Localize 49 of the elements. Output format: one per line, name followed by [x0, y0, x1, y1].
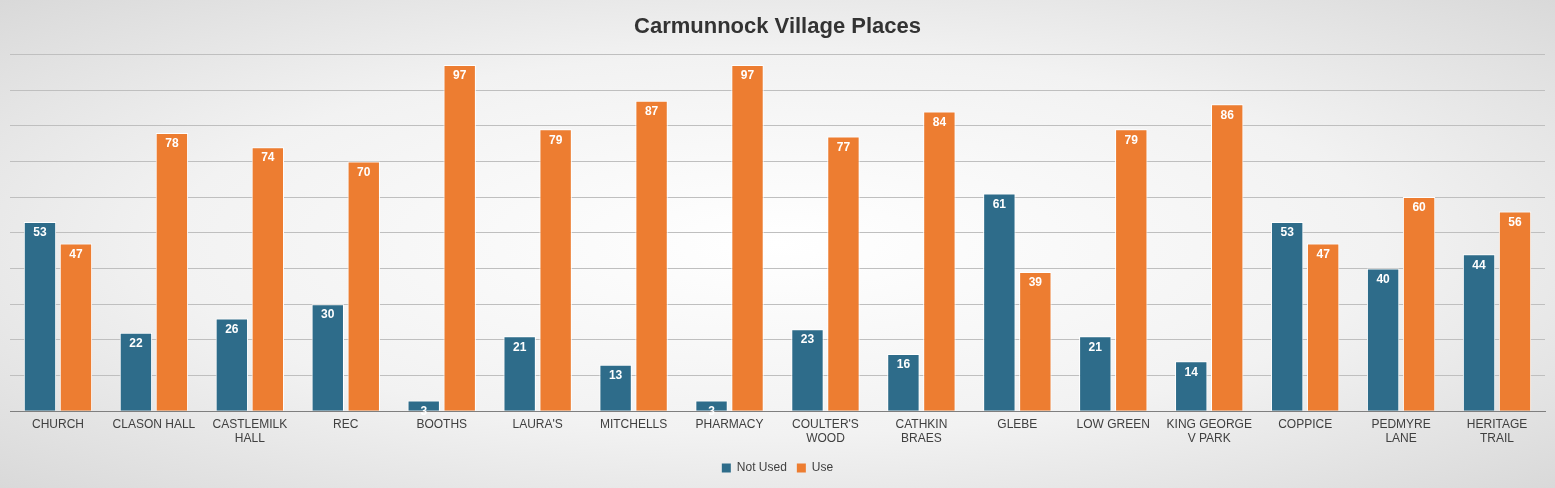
data-label: 79 [1124, 132, 1139, 147]
x-tick-label: COPPICE [1278, 416, 1333, 431]
data-label: 23 [800, 332, 815, 347]
data-label: 47 [1316, 246, 1331, 261]
data-label: 44 [1472, 257, 1487, 272]
legend-label: Use [811, 460, 834, 475]
data-label: 53 [1280, 225, 1295, 240]
x-tick-label: CASTLEMILK HALL [212, 416, 288, 446]
x-tick-label: CLASON HALL [112, 416, 196, 431]
x-tick-label: HERITAGE TRAIL [1466, 416, 1528, 446]
data-label: 22 [129, 336, 143, 351]
data-label: 40 [1376, 271, 1391, 286]
data-label: 61 [992, 196, 1007, 211]
data-label: 78 [165, 136, 179, 151]
legend-label: Not Used [736, 460, 787, 475]
data-label: 16 [896, 357, 911, 372]
x-tick-label: GLEBE [997, 416, 1038, 431]
x-tick-label: CHURCH [31, 416, 84, 431]
data-label: 14 [1184, 364, 1199, 379]
data-label: 87 [644, 104, 659, 119]
data-label: 60 [1412, 200, 1427, 215]
x-tick-label: COULTER'S WOOD [792, 416, 859, 446]
data-label: 70 [357, 164, 371, 179]
data-label: 47 [69, 246, 83, 261]
data-label: 21 [1088, 339, 1103, 354]
data-label: 30 [321, 307, 335, 322]
data-label: 21 [512, 339, 527, 354]
data-label: 97 [740, 68, 755, 83]
data-label: 39 [1028, 275, 1043, 290]
data-label: 77 [836, 139, 851, 154]
data-label: 26 [225, 321, 239, 336]
x-tick-label: PEDMYRE LANE [1371, 416, 1431, 446]
data-label: 56 [1508, 214, 1523, 229]
data-label: 13 [608, 368, 623, 383]
x-tick-label: CATHKIN BRAES [895, 416, 948, 446]
x-tick-label: BOOTHS [416, 416, 468, 431]
x-tick-label: MITCHELLS [599, 416, 668, 431]
x-tick-label: REC [333, 416, 359, 431]
data-label: 86 [1220, 107, 1235, 122]
x-tick-label: KING GEORGE V PARK [1166, 416, 1252, 446]
x-tick-label: LOW GREEN [1076, 416, 1150, 431]
x-tick-label: LAURA'S [512, 416, 563, 431]
data-label: 53 [33, 225, 47, 240]
data-label: 84 [932, 114, 947, 129]
data-label: 74 [261, 150, 275, 165]
data-label: 79 [548, 132, 563, 147]
chart-title: Carmunnock Village Places [634, 13, 921, 39]
data-label: 97 [453, 68, 467, 83]
x-tick-label: PHARMACY [695, 416, 764, 431]
